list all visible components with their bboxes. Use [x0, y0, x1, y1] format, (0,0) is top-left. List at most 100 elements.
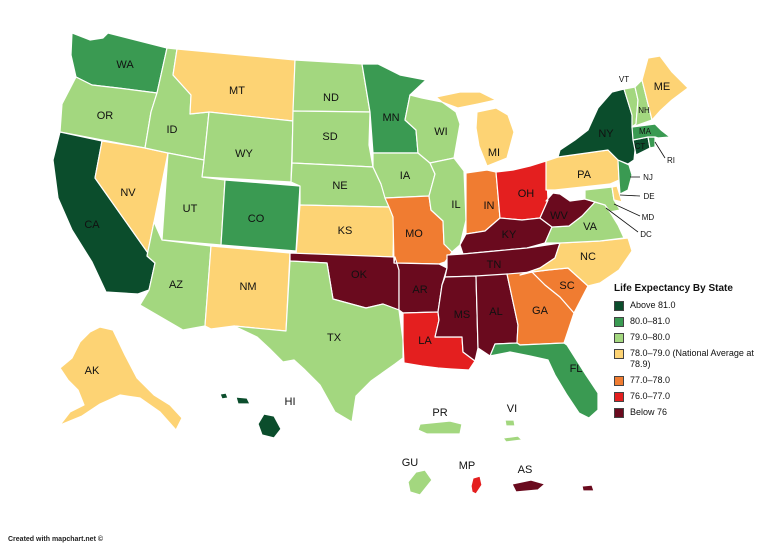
legend-swatch [614, 392, 624, 402]
state-ak[interactable] [59, 326, 183, 431]
label-in: IN [484, 200, 495, 212]
state-wv[interactable] [539, 192, 596, 228]
legend-swatch [614, 301, 624, 311]
label-vi: VI [507, 403, 517, 415]
state-vi-2[interactable] [502, 435, 523, 443]
label-mo: MO [405, 228, 423, 240]
state-hi-islands-2[interactable] [235, 396, 251, 405]
label-ms: MS [454, 309, 471, 321]
label-sc: SC [559, 280, 574, 292]
label-ga: GA [532, 305, 549, 317]
label-tn: TN [487, 259, 502, 271]
state-me[interactable] [641, 55, 689, 121]
label-fl: FL [570, 363, 583, 375]
state-fl[interactable] [489, 342, 599, 419]
legend-label: 80.0–81.0 [630, 316, 671, 326]
label-wi: WI [434, 126, 447, 138]
legend-item: 77.0–78.0 [614, 375, 754, 386]
label-wa: WA [116, 59, 134, 71]
label-mn: MN [382, 112, 399, 124]
legend-swatch [614, 333, 624, 343]
state-as-2[interactable] [581, 484, 595, 492]
label-me: ME [654, 81, 671, 93]
legend-label: 79.0–80.0 [630, 332, 671, 342]
label-mi: MI [488, 147, 500, 159]
state-as[interactable] [511, 479, 546, 493]
label-ma: MA [639, 127, 652, 136]
legend-item: 78.0–79.0 (National Average at 78.9) [614, 348, 754, 370]
state-nd[interactable] [292, 59, 371, 113]
legend-item: 80.0–81.0 [614, 316, 754, 327]
state-vi[interactable] [504, 419, 516, 427]
state-mi-upper[interactable] [435, 91, 497, 109]
state-wy[interactable] [201, 111, 294, 183]
legend-swatch [614, 317, 624, 327]
label-pr: PR [432, 407, 447, 419]
state-mp[interactable] [470, 475, 483, 495]
label-ia: IA [400, 170, 411, 182]
label-or: OR [97, 110, 114, 122]
state-hi-islands[interactable] [219, 392, 229, 400]
state-mi[interactable] [475, 107, 515, 167]
label-gu: GU [402, 457, 419, 469]
label-dc: DC [640, 230, 652, 239]
state-gu[interactable] [407, 469, 433, 496]
label-id: ID [167, 124, 178, 136]
legend-swatch [614, 376, 624, 386]
label-mp: MP [459, 460, 476, 472]
legend: Life Expectancy By State Above 81.0 80.0… [614, 283, 754, 423]
state-nj[interactable] [617, 159, 633, 195]
label-nd: ND [323, 92, 339, 104]
label-nv: NV [120, 187, 136, 199]
legend-label: 77.0–78.0 [630, 375, 671, 385]
label-nj: NJ [643, 173, 653, 182]
label-ne: NE [332, 180, 347, 192]
label-ky: KY [502, 229, 517, 241]
leader-lines [605, 141, 666, 233]
state-il[interactable] [428, 157, 467, 253]
label-wy: WY [235, 148, 253, 160]
legend-item: Above 81.0 [614, 300, 754, 311]
legend-title: Life Expectancy By State [614, 283, 733, 294]
label-de: DE [643, 192, 654, 201]
state-de[interactable] [611, 185, 623, 203]
label-ks: KS [338, 225, 353, 237]
label-ar: AR [412, 284, 427, 296]
label-ct: CT [635, 142, 646, 151]
state-ma[interactable] [631, 123, 671, 141]
legend-label: 78.0–79.0 (National Average at 78.9) [630, 348, 754, 369]
legend-label: Above 81.0 [630, 300, 676, 310]
label-nh: NH [638, 106, 650, 115]
legend-swatch [614, 408, 624, 418]
state-pr[interactable] [417, 420, 463, 435]
label-la: LA [418, 335, 432, 347]
legend-swatch [614, 349, 624, 359]
label-mt: MT [229, 85, 245, 97]
label-va: VA [583, 221, 598, 233]
label-az: AZ [169, 279, 183, 291]
label-tx: TX [327, 332, 342, 344]
label-as: AS [518, 464, 533, 476]
label-il: IL [451, 199, 460, 211]
label-hi: HI [285, 396, 296, 408]
label-nc: NC [580, 251, 596, 263]
legend-items: Above 81.0 80.0–81.0 79.0–80.0 78.0–79.0… [614, 300, 754, 418]
legend-label: 76.0–77.0 [630, 391, 671, 401]
legend-item: 79.0–80.0 [614, 332, 754, 343]
legend-item: Below 76 [614, 407, 754, 418]
label-wv: WV [550, 210, 568, 222]
label-ca: CA [84, 219, 100, 231]
label-ok: OK [351, 269, 368, 281]
label-sd: SD [322, 131, 337, 143]
credit-text: Created with mapchart.net © [8, 536, 104, 543]
legend-label: Below 76 [630, 407, 668, 417]
label-pa: PA [577, 169, 592, 181]
label-md: MD [642, 213, 655, 222]
label-vt: VT [619, 75, 629, 84]
legend-item: 76.0–77.0 [614, 391, 754, 402]
label-ut: UT [183, 203, 198, 215]
state-hi[interactable] [257, 413, 282, 439]
label-ri: RI [667, 156, 675, 165]
state-tx[interactable] [233, 260, 404, 423]
